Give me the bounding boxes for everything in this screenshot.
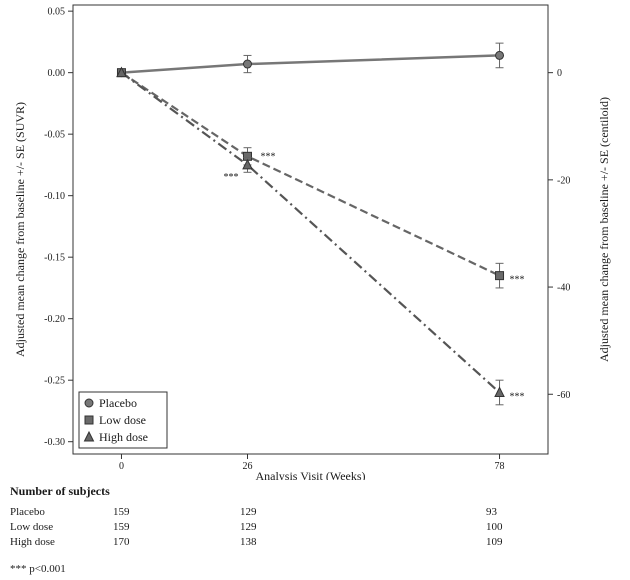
series-placebo [116,42,505,78]
y-tick-label: -0.20 [44,314,65,325]
y-tick-label: -0.30 [44,437,65,448]
significance-label: *** [510,391,525,402]
subjects-grid: Placebo 159 129 93 Low dose 159 129 100 … [10,505,503,550]
x-tick-label: 0 [119,461,124,472]
x-tick-label: 78 [495,461,505,472]
series-high-dose: *** *** [116,66,525,406]
data-point-high-dose [116,66,127,78]
row-label: Low dose [10,521,54,533]
count-week-0: 170 [113,536,130,548]
series-line-high-dose [120,71,501,394]
data-point-high-dose [494,386,505,397]
count-week-78: 100 [486,521,503,533]
count-week-78: 109 [486,536,503,548]
legend-label: Placebo [99,396,137,410]
series-low-dose: *** *** [116,68,525,289]
x-axis-title: Analysis Visit (Weeks) [255,469,365,480]
data-point-placebo [242,59,252,69]
legend-marker-high-dose [83,430,95,442]
count-week-26: 129 [240,521,257,533]
subjects-heading: Number of subjects [10,484,110,498]
y-tick-label: -0.10 [44,191,65,202]
chart: 0.05 0.00 -0.05 -0.10 -0.15 -0.20 -0.25 -0.30 0 -… [13,4,611,480]
x-tick-label: 26 [242,461,252,472]
subjects-table: Number of subjects Placebo 159 129 93 Lo… [10,484,610,550]
significance-label: *** [260,151,275,162]
count-week-0: 159 [113,521,130,533]
legend-label: High dose [99,430,148,444]
footnote: *** p<0.001 [10,563,66,575]
count-week-78: 93 [486,506,497,518]
data-point-high-dose [242,158,253,170]
legend-box [78,391,168,449]
y2-tick-label: -40 [557,283,570,294]
row-label: Placebo [10,506,45,518]
plot-frame [72,4,549,455]
y-tick-label: 0.00 [48,68,66,79]
y-tick-label: 0.05 [48,7,66,18]
y-axis-title-left: Adjusted mean change from baseline +/- S… [13,102,27,357]
y2-tick-label: 0 [557,68,562,79]
significance-label: *** [510,275,525,286]
data-point-placebo [495,50,505,60]
series-line-placebo [121,54,500,74]
y-tick-label: -0.25 [44,376,65,387]
y-tick-label: -0.05 [44,130,65,141]
significance-label: *** [223,172,238,183]
count-week-26: 138 [240,536,257,548]
legend-marker-low-dose [84,415,94,425]
subjects-row-low-dose: Low dose 159 129 100 [10,520,503,535]
series-line-low-dose [120,71,501,277]
subjects-row-placebo: Placebo 159 129 93 [10,505,503,520]
legend-label: Low dose [99,413,146,427]
row-label: High dose [10,536,55,548]
y2-tick-label: -20 [557,175,570,186]
legend: Placebo Low dose High dose [78,391,168,449]
y-axis-title-right: Adjusted mean change from baseline +/- S… [597,97,611,362]
data-point-low-dose [495,271,505,281]
y-tick-label: -0.15 [44,253,65,264]
y2-tick-label: -60 [557,390,570,401]
legend-marker-placebo [84,398,94,408]
count-week-26: 129 [240,506,257,518]
subjects-row-high-dose: High dose 170 138 109 [10,535,503,550]
count-week-0: 159 [113,506,130,518]
